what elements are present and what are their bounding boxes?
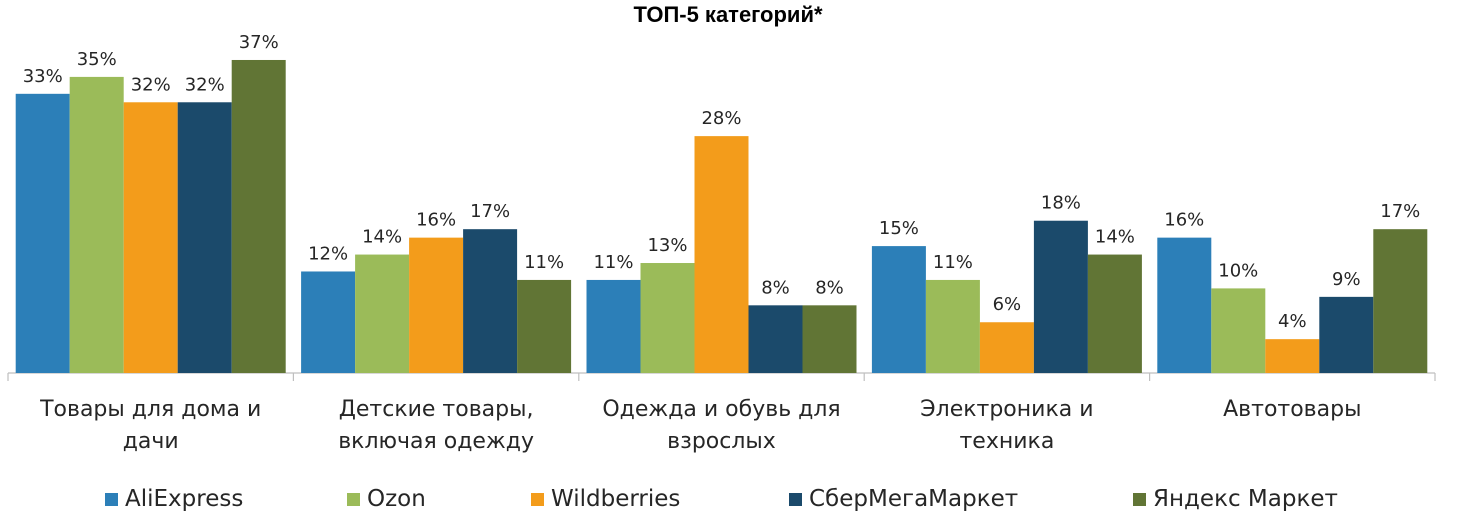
value-label: 11% (593, 252, 633, 273)
bar-СберМегаМаркет-4 (1319, 296, 1374, 373)
legend-label: Ozon (367, 486, 426, 512)
value-label: 35% (77, 49, 117, 70)
legend-label: AliExpress (125, 486, 243, 512)
legend-label: СберМегаМаркет (809, 486, 1018, 512)
bar-СберМегаМаркет-3 (1033, 220, 1088, 373)
value-label: 8% (761, 277, 790, 298)
bar-Яндекс Маркет-2 (802, 305, 857, 373)
bar-AliExpress-3 (871, 246, 926, 373)
legend-label: Wildberries (551, 486, 680, 512)
chart-title: ТОП-5 категорий* (633, 2, 823, 27)
value-label: 9% (1332, 269, 1361, 290)
bar-СберМегаМаркет-0 (177, 102, 232, 373)
legend-swatch (789, 493, 802, 506)
bar-AliExpress-2 (586, 279, 641, 373)
value-label: 37% (239, 32, 279, 53)
bar-Wildberries-0 (123, 102, 178, 373)
legend-swatch (105, 493, 118, 506)
category-label: Детские товары, включая одежду (338, 397, 534, 454)
bar-Wildberries-3 (979, 322, 1034, 373)
bar-Ozon-2 (640, 263, 695, 373)
bar-AliExpress-0 (15, 93, 70, 373)
value-label: 16% (416, 210, 456, 231)
bar-СберМегаМаркет-1 (463, 229, 518, 373)
value-label: 14% (362, 227, 402, 248)
bar-AliExpress-4 (1157, 237, 1212, 373)
bars-group (15, 59, 1428, 374)
legend-swatch (1133, 493, 1146, 506)
value-label: 12% (308, 243, 348, 264)
bar-Wildberries-1 (409, 237, 464, 373)
bar-Ozon-4 (1211, 288, 1266, 373)
category-label: Автотовары (1223, 397, 1361, 422)
value-label: 28% (701, 108, 741, 129)
value-label: 6% (993, 294, 1022, 315)
category-label: Товары для дома и дачи (39, 397, 261, 454)
bar-Яндекс Маркет-1 (517, 279, 572, 373)
value-label: 32% (131, 74, 171, 95)
legend-swatch (531, 493, 544, 506)
bar-Ozon-0 (69, 76, 124, 374)
value-label: 11% (524, 252, 564, 273)
value-label: 18% (1041, 193, 1081, 214)
bar-Ozon-1 (355, 254, 410, 373)
value-label: 11% (933, 252, 973, 273)
category-label: Одежда и обувь для взрослых (602, 397, 840, 454)
value-label: 13% (647, 235, 687, 256)
value-label: 8% (815, 277, 844, 298)
value-label: 14% (1095, 227, 1135, 248)
bar-Яндекс Маркет-0 (231, 59, 286, 373)
category-label: Электроника и техника (920, 397, 1093, 454)
legend: AliExpress Ozon Wildberries СберМегаМаркет Я… (105, 486, 1338, 512)
category-labels-group: Товары для дома и дачи Детские товары, вклю… (39, 397, 1361, 454)
bar-AliExpress-1 (301, 271, 356, 373)
bar-Яндекс Маркет-3 (1087, 254, 1142, 373)
bar-Wildberries-2 (694, 136, 749, 373)
bar-Ozon-3 (925, 279, 980, 373)
value-label: 15% (879, 218, 919, 239)
bar-Wildberries-4 (1265, 339, 1320, 373)
value-label: 16% (1164, 210, 1204, 231)
value-label: 17% (1380, 201, 1420, 222)
bar-СберМегаМаркет-2 (748, 305, 803, 373)
value-label: 10% (1218, 260, 1258, 281)
value-label: 17% (470, 201, 510, 222)
value-label: 33% (23, 66, 63, 87)
legend-swatch (347, 493, 360, 506)
value-label: 4% (1278, 311, 1307, 332)
legend-label: Яндекс Маркет (1153, 486, 1338, 512)
value-labels-group: 33% 35% 32% 32% 37% 12% 14% 16% 17% 11% 11% 13% 28% 8… (23, 32, 1421, 332)
bar-Яндекс Маркет-4 (1373, 229, 1428, 373)
x-axis (7, 372, 1436, 381)
value-label: 32% (185, 74, 225, 95)
